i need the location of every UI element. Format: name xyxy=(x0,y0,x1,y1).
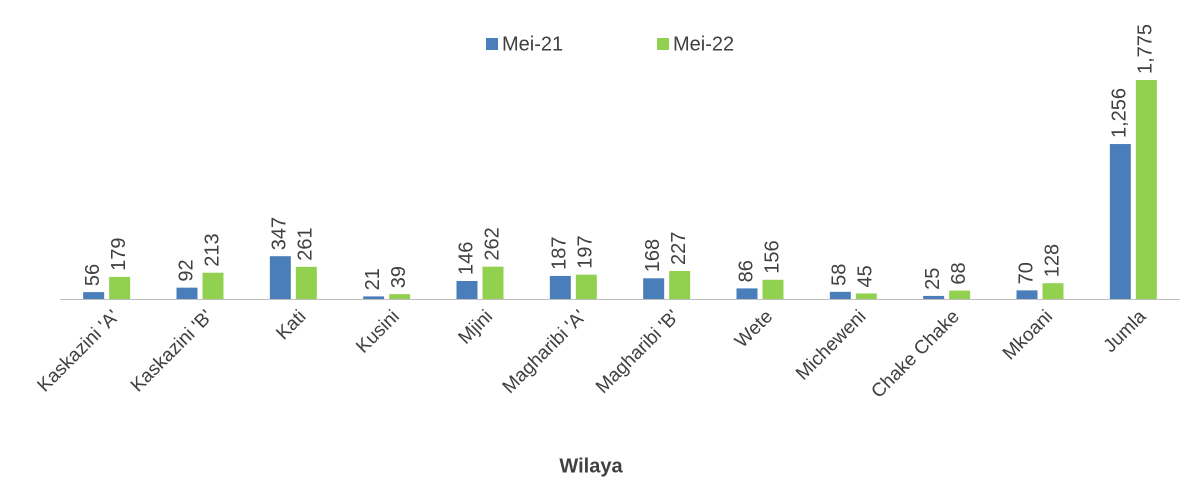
x-tick-label: Micheweni xyxy=(792,306,870,384)
value-label: 156 xyxy=(761,240,783,273)
bar xyxy=(363,296,385,299)
value-label: 168 xyxy=(642,239,664,272)
bar xyxy=(949,290,971,299)
bar xyxy=(109,276,131,299)
value-label: 347 xyxy=(269,217,291,250)
value-label: 21 xyxy=(362,268,384,290)
bar xyxy=(549,275,571,299)
value-label: 39 xyxy=(388,266,410,288)
value-label: 45 xyxy=(855,265,877,287)
value-label: 187 xyxy=(549,237,571,270)
x-tick-label: Magharibi 'B' xyxy=(592,306,684,398)
value-label: 25 xyxy=(922,268,944,290)
x-tick-label: Jumla xyxy=(1100,306,1151,357)
x-tick-label: Kaskazini 'B' xyxy=(127,306,217,396)
value-label: 213 xyxy=(201,233,223,266)
bar xyxy=(1135,80,1157,299)
x-tick-label: Kati xyxy=(272,306,310,344)
bar xyxy=(83,292,105,299)
bar xyxy=(923,295,945,299)
value-label: 179 xyxy=(108,238,130,271)
bar xyxy=(295,266,317,299)
bar xyxy=(1042,283,1064,299)
x-tick-label: Magharibi 'A' xyxy=(499,306,591,398)
value-label: 56 xyxy=(82,264,104,286)
bar xyxy=(482,266,504,299)
x-tick-label: Chake Chake xyxy=(867,306,963,402)
bar xyxy=(855,293,877,299)
value-label: 197 xyxy=(575,235,597,268)
value-label: 128 xyxy=(1041,244,1063,277)
value-label: 1,256 xyxy=(1109,88,1131,138)
bar xyxy=(829,291,851,299)
legend-swatch xyxy=(486,38,498,50)
bar xyxy=(1016,290,1038,299)
x-tick-label: Kaskazini 'A' xyxy=(34,306,124,396)
value-label: 68 xyxy=(948,262,970,284)
legend-label: Mei-21 xyxy=(502,33,563,55)
bar xyxy=(269,256,291,299)
legend-swatch xyxy=(657,38,669,50)
value-label: 92 xyxy=(175,259,197,281)
bar xyxy=(736,288,758,299)
value-label: 58 xyxy=(829,264,851,286)
value-label: 146 xyxy=(455,242,477,275)
bar xyxy=(643,278,665,299)
bar xyxy=(1109,144,1131,299)
value-label: 70 xyxy=(1015,262,1037,284)
x-tick-label: Mjini xyxy=(455,306,497,348)
value-label: 86 xyxy=(735,260,757,282)
bar xyxy=(575,274,597,299)
bar xyxy=(202,272,224,299)
value-label: 1,775 xyxy=(1135,24,1157,74)
bar xyxy=(762,279,784,299)
bar xyxy=(669,270,691,299)
x-tick-label: Kusini xyxy=(352,306,403,357)
bar xyxy=(176,287,198,299)
value-label: 262 xyxy=(481,227,503,260)
bar xyxy=(389,294,411,299)
value-label: 227 xyxy=(668,232,690,265)
x-tick-label: Wete xyxy=(731,306,777,352)
x-tick-label: Mkoani xyxy=(999,306,1057,364)
legend-label: Mei-22 xyxy=(673,33,734,55)
value-label: 261 xyxy=(295,227,317,260)
x-axis-title: Wilaya xyxy=(559,455,623,477)
bar xyxy=(456,280,478,299)
